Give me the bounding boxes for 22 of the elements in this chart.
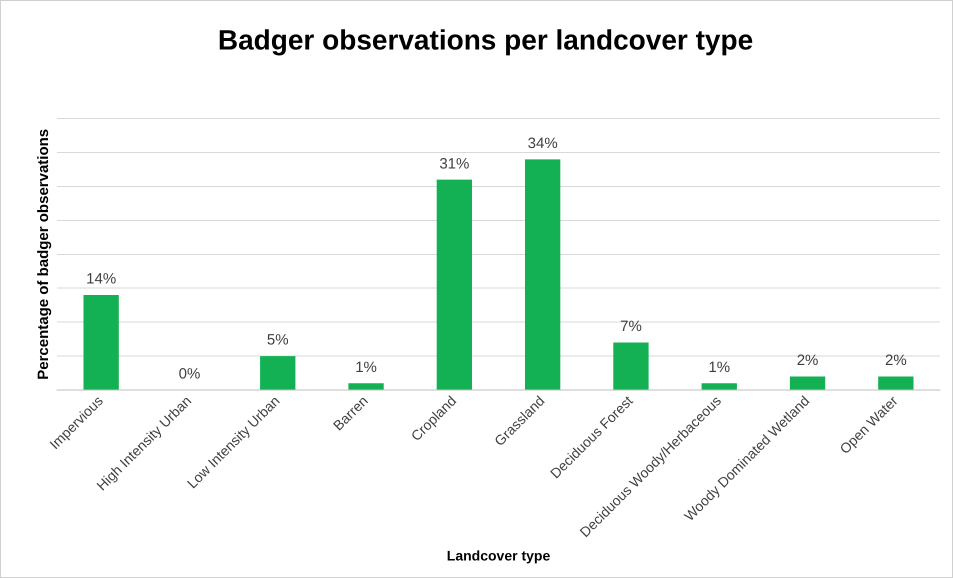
data-label: 14% [86,270,116,288]
bar [83,295,119,390]
bar [524,159,560,390]
data-label: 7% [620,318,642,336]
bar [702,383,737,390]
bar [436,180,472,390]
bar [613,342,649,390]
x-axis-title: Landcover type [446,547,550,564]
bar [260,356,296,390]
bar [790,376,826,390]
data-label: 5% [266,332,289,349]
data-label: 31% [439,155,470,172]
data-label: 2% [885,352,907,370]
data-label: 0% [178,366,200,383]
bar [878,376,914,390]
bar [348,383,384,390]
data-label: 1% [708,358,730,376]
chart-title: Badger observations per landcover type [218,24,754,56]
data-label: 34% [528,134,558,152]
data-label: 1% [355,358,377,376]
y-axis-title: Percentage of badger observations [35,128,52,380]
data-label: 2% [796,352,818,370]
